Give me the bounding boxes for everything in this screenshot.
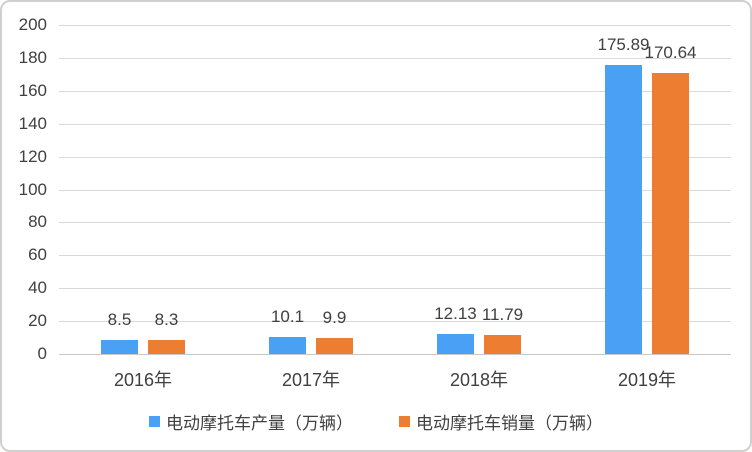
- y-axis-tick-label: 80: [28, 212, 47, 232]
- y-axis-tick-label: 100: [18, 179, 47, 199]
- y-axis-tick-label: 20: [28, 311, 47, 331]
- bar: [316, 337, 353, 354]
- data-label: 11.79: [481, 304, 524, 324]
- bar: [437, 334, 474, 354]
- gridline: [59, 321, 731, 323]
- y-axis-tick-label: 0: [37, 344, 47, 363]
- bar: [269, 337, 306, 354]
- gridline: [59, 288, 731, 290]
- data-label: 8.5: [107, 310, 132, 330]
- legend-label: 电动摩托车销量（万辆）: [416, 414, 603, 433]
- y-axis-tick-label: 120: [18, 146, 47, 166]
- bar: [101, 340, 138, 354]
- x-axis-category-label: 2019年: [617, 370, 677, 390]
- legend-swatch: [149, 416, 160, 427]
- gridline: [59, 222, 731, 224]
- y-axis-tick-label: 160: [18, 80, 47, 100]
- data-label: 175.89: [597, 34, 650, 54]
- x-axis-category-label: 2018年: [449, 370, 509, 390]
- data-label: 8.3: [154, 310, 179, 330]
- gridline: [59, 255, 731, 257]
- bar: [605, 64, 642, 354]
- y-axis-tick-label: 200: [18, 15, 47, 34]
- y-axis-tick-label: 180: [18, 47, 47, 67]
- legend-item: 电动摩托车产量（万辆）: [149, 409, 353, 434]
- data-label: 170.64: [644, 43, 697, 63]
- data-label: 9.9: [322, 307, 347, 327]
- data-label: 12.13: [434, 304, 477, 324]
- legend-label: 电动摩托车产量（万辆）: [166, 414, 353, 433]
- gridline: [59, 90, 731, 92]
- y-axis-tick-label: 140: [18, 113, 47, 133]
- legend-item: 电动摩托车销量（万辆）: [399, 409, 603, 434]
- chart-legend: 电动摩托车产量（万辆） 电动摩托车销量（万辆）: [2, 409, 750, 434]
- x-axis-category-label: 2016年: [113, 370, 173, 390]
- gridline: [59, 156, 731, 158]
- bar: [148, 340, 185, 354]
- gridline: [59, 189, 731, 191]
- x-axis-line: [59, 354, 731, 355]
- y-axis-tick-label: 40: [28, 278, 47, 298]
- x-axis-category-label: 2017年: [281, 370, 341, 390]
- data-label: 10.1: [270, 307, 305, 327]
- gridline: [59, 25, 731, 26]
- bar: [484, 334, 521, 354]
- bar: [652, 73, 689, 354]
- gridline: [59, 123, 731, 125]
- legend-swatch: [399, 416, 410, 427]
- y-axis-tick-label: 60: [28, 245, 47, 265]
- gridline: [59, 57, 731, 59]
